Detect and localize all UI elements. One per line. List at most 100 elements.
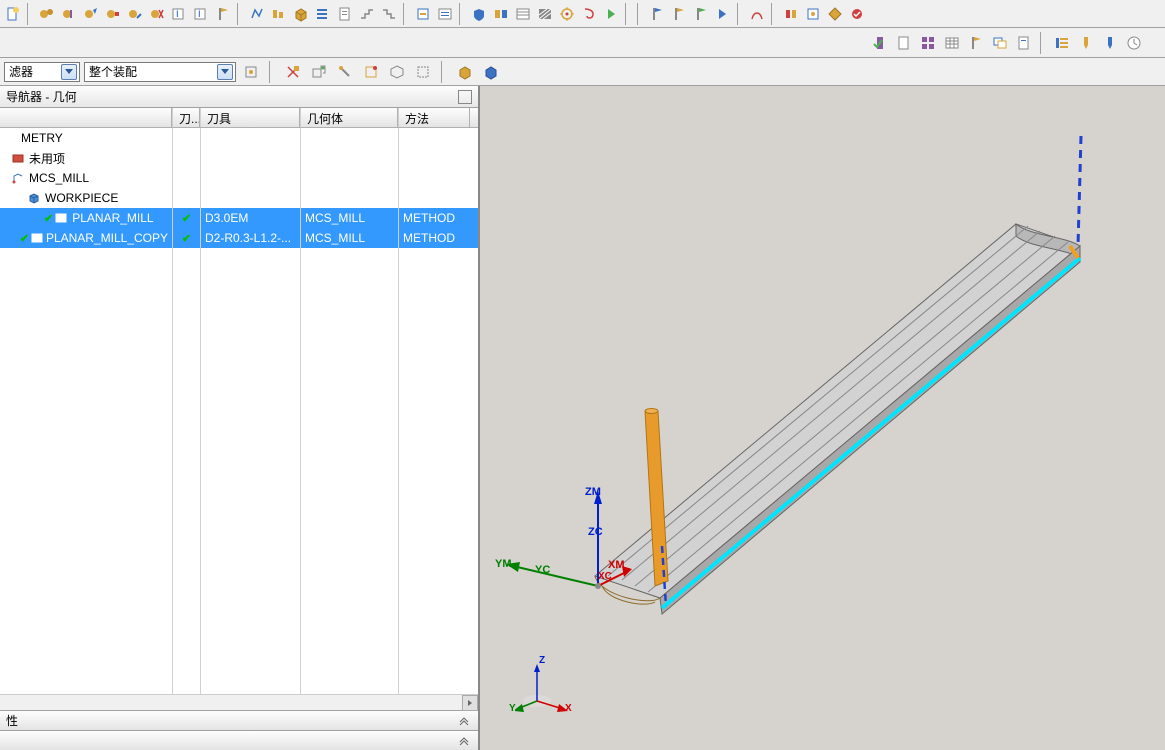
tb-flag2-icon[interactable] xyxy=(647,4,667,24)
tb2-list-icon[interactable] xyxy=(1052,33,1072,53)
tree-row[interactable]: MCS_MILL xyxy=(0,168,478,188)
tb2-grid-icon[interactable] xyxy=(918,33,938,53)
toolbar-row-2 xyxy=(0,28,1165,58)
tb-hatch1-icon[interactable] xyxy=(513,4,533,24)
col-header-status[interactable]: 刀... xyxy=(172,108,200,127)
tb-play2-icon[interactable] xyxy=(713,4,733,24)
tb-post-icon[interactable] xyxy=(413,4,433,24)
tb2-clock-icon[interactable] xyxy=(1124,33,1144,53)
tb-flag4-icon[interactable] xyxy=(691,4,711,24)
separator-icon xyxy=(269,61,275,83)
tb2-page-icon[interactable] xyxy=(1014,33,1034,53)
svg-text:i: i xyxy=(176,6,179,20)
tb-gear4-icon[interactable] xyxy=(103,4,123,24)
scroll-right-icon[interactable] xyxy=(462,695,478,711)
tb-misc1-icon[interactable] xyxy=(781,4,801,24)
tb-path3-icon[interactable] xyxy=(747,4,767,24)
col-header-method[interactable]: 方法 xyxy=(398,108,470,127)
tb-flag3-icon[interactable] xyxy=(669,4,689,24)
tb-list-icon[interactable] xyxy=(313,4,333,24)
panel-close-icon[interactable] xyxy=(458,90,472,104)
tb-sim-icon[interactable] xyxy=(491,4,511,24)
combo-label: 滤器 xyxy=(9,63,33,80)
tb-play-icon[interactable] xyxy=(601,4,621,24)
chevron-down-icon[interactable] xyxy=(61,64,77,80)
tb-flag-icon[interactable] xyxy=(213,4,233,24)
tb-gear1-icon[interactable] xyxy=(37,4,57,24)
col-header-tool[interactable]: 刀具 xyxy=(200,108,300,127)
separator-icon xyxy=(625,3,631,25)
tree-table-body: METRY未用项MCS_MILLWORKPIECE✔PLANAR_MILL✔D3… xyxy=(0,128,478,248)
tree-row[interactable]: WORKPIECE xyxy=(0,188,478,208)
tb-info2-icon[interactable]: i xyxy=(191,4,211,24)
tb-step-icon[interactable] xyxy=(357,4,377,24)
fb-btn3-icon[interactable] xyxy=(309,62,329,82)
viewport-scene xyxy=(480,86,1165,750)
chevron-down-icon[interactable] xyxy=(456,734,472,748)
fb-btn9-icon[interactable] xyxy=(481,62,501,82)
combo-label: 整个装配 xyxy=(89,63,137,80)
fb-btn6-icon[interactable] xyxy=(387,62,407,82)
chevron-down-icon[interactable] xyxy=(456,714,472,728)
col-header-geometry[interactable]: 几何体 xyxy=(300,108,398,127)
tb-misc3-icon[interactable] xyxy=(825,4,845,24)
fb-btn5-icon[interactable] xyxy=(361,62,381,82)
operation-tree-table: 刀... 刀具 几何体 方法 METRY未用项MCS_MILLWORKPIECE… xyxy=(0,108,478,694)
fb-btn4-icon[interactable] xyxy=(335,62,355,82)
tb2-tool-icon[interactable] xyxy=(1076,33,1096,53)
details-section-header[interactable] xyxy=(0,730,478,750)
tb2-win-icon[interactable] xyxy=(990,33,1010,53)
dependency-section-header[interactable]: 性 xyxy=(0,710,478,730)
chevron-down-icon[interactable] xyxy=(217,64,233,80)
3d-viewport[interactable]: ZM ZC YM YC XM XC Z Y X xyxy=(480,86,1165,750)
tb-info1-icon[interactable]: i xyxy=(169,4,189,24)
tb2-flag-icon[interactable] xyxy=(966,33,986,53)
tb-shop-icon[interactable] xyxy=(435,4,455,24)
tb2-check-icon[interactable] xyxy=(870,33,890,53)
axis-label-yc: YC xyxy=(535,564,550,576)
axis-label-ym: YM xyxy=(495,558,512,570)
panel-title-text: 导航器 - 几何 xyxy=(6,88,77,105)
main-split: 导航器 - 几何 刀... 刀具 几何体 方法 METRY未用项MCS_MILL… xyxy=(0,86,1165,750)
tb-gear3-icon[interactable] xyxy=(81,4,101,24)
mini-axis-z: Z xyxy=(539,655,545,666)
separator-icon xyxy=(1040,32,1046,54)
tb-misc4-icon[interactable] xyxy=(847,4,867,24)
filter-combo-2[interactable]: 整个装配 xyxy=(84,62,236,82)
separator-icon xyxy=(441,61,447,83)
tb-gear2-icon[interactable] xyxy=(59,4,79,24)
horizontal-scrollbar[interactable] xyxy=(0,694,478,710)
tb2-doc-icon[interactable] xyxy=(894,33,914,53)
fb-btn8-icon[interactable] xyxy=(455,62,475,82)
tree-row[interactable]: 未用项 xyxy=(0,148,478,168)
tree-row[interactable]: ✔PLANAR_MILL✔D3.0EMMCS_MILLMETHOD xyxy=(0,208,478,228)
tb-target-icon[interactable] xyxy=(557,4,577,24)
filter-combo-1[interactable]: 滤器 xyxy=(4,62,80,82)
tb-cube-icon[interactable] xyxy=(291,4,311,24)
fb-btn1-icon[interactable] xyxy=(241,62,261,82)
tree-row[interactable]: METRY xyxy=(0,128,478,148)
tree-row[interactable]: ✔PLANAR_MILL_COPY✔D2-R0.3-L1.2-...MCS_MI… xyxy=(0,228,478,248)
col-header-name[interactable] xyxy=(0,108,172,127)
tb-path1-icon[interactable] xyxy=(247,4,267,24)
tb-path2-icon[interactable] xyxy=(269,4,289,24)
tb-step2-icon[interactable] xyxy=(379,4,399,24)
axis-label-zm: ZM xyxy=(585,486,601,498)
tb-verify-icon[interactable] xyxy=(469,4,489,24)
fb-btn7-icon[interactable] xyxy=(413,62,433,82)
tb-new-icon[interactable] xyxy=(3,4,23,24)
toolbar-row-1: i i xyxy=(0,0,1165,28)
separator-icon xyxy=(737,3,743,25)
tb-gearx-icon[interactable] xyxy=(147,4,167,24)
separator-icon xyxy=(459,3,465,25)
tb-gear5-icon[interactable] xyxy=(125,4,145,24)
tb2-tool2-icon[interactable] xyxy=(1100,33,1120,53)
fb-btn2-icon[interactable] xyxy=(283,62,303,82)
separator-icon xyxy=(637,3,643,25)
tb-hatch2-icon[interactable] xyxy=(535,4,555,24)
tb-doc-icon[interactable] xyxy=(335,4,355,24)
tb-misc2-icon[interactable] xyxy=(803,4,823,24)
tb2-table-icon[interactable] xyxy=(942,33,962,53)
tb-hook-icon[interactable] xyxy=(579,4,599,24)
wcs-triad: Z Y X xyxy=(515,661,575,719)
